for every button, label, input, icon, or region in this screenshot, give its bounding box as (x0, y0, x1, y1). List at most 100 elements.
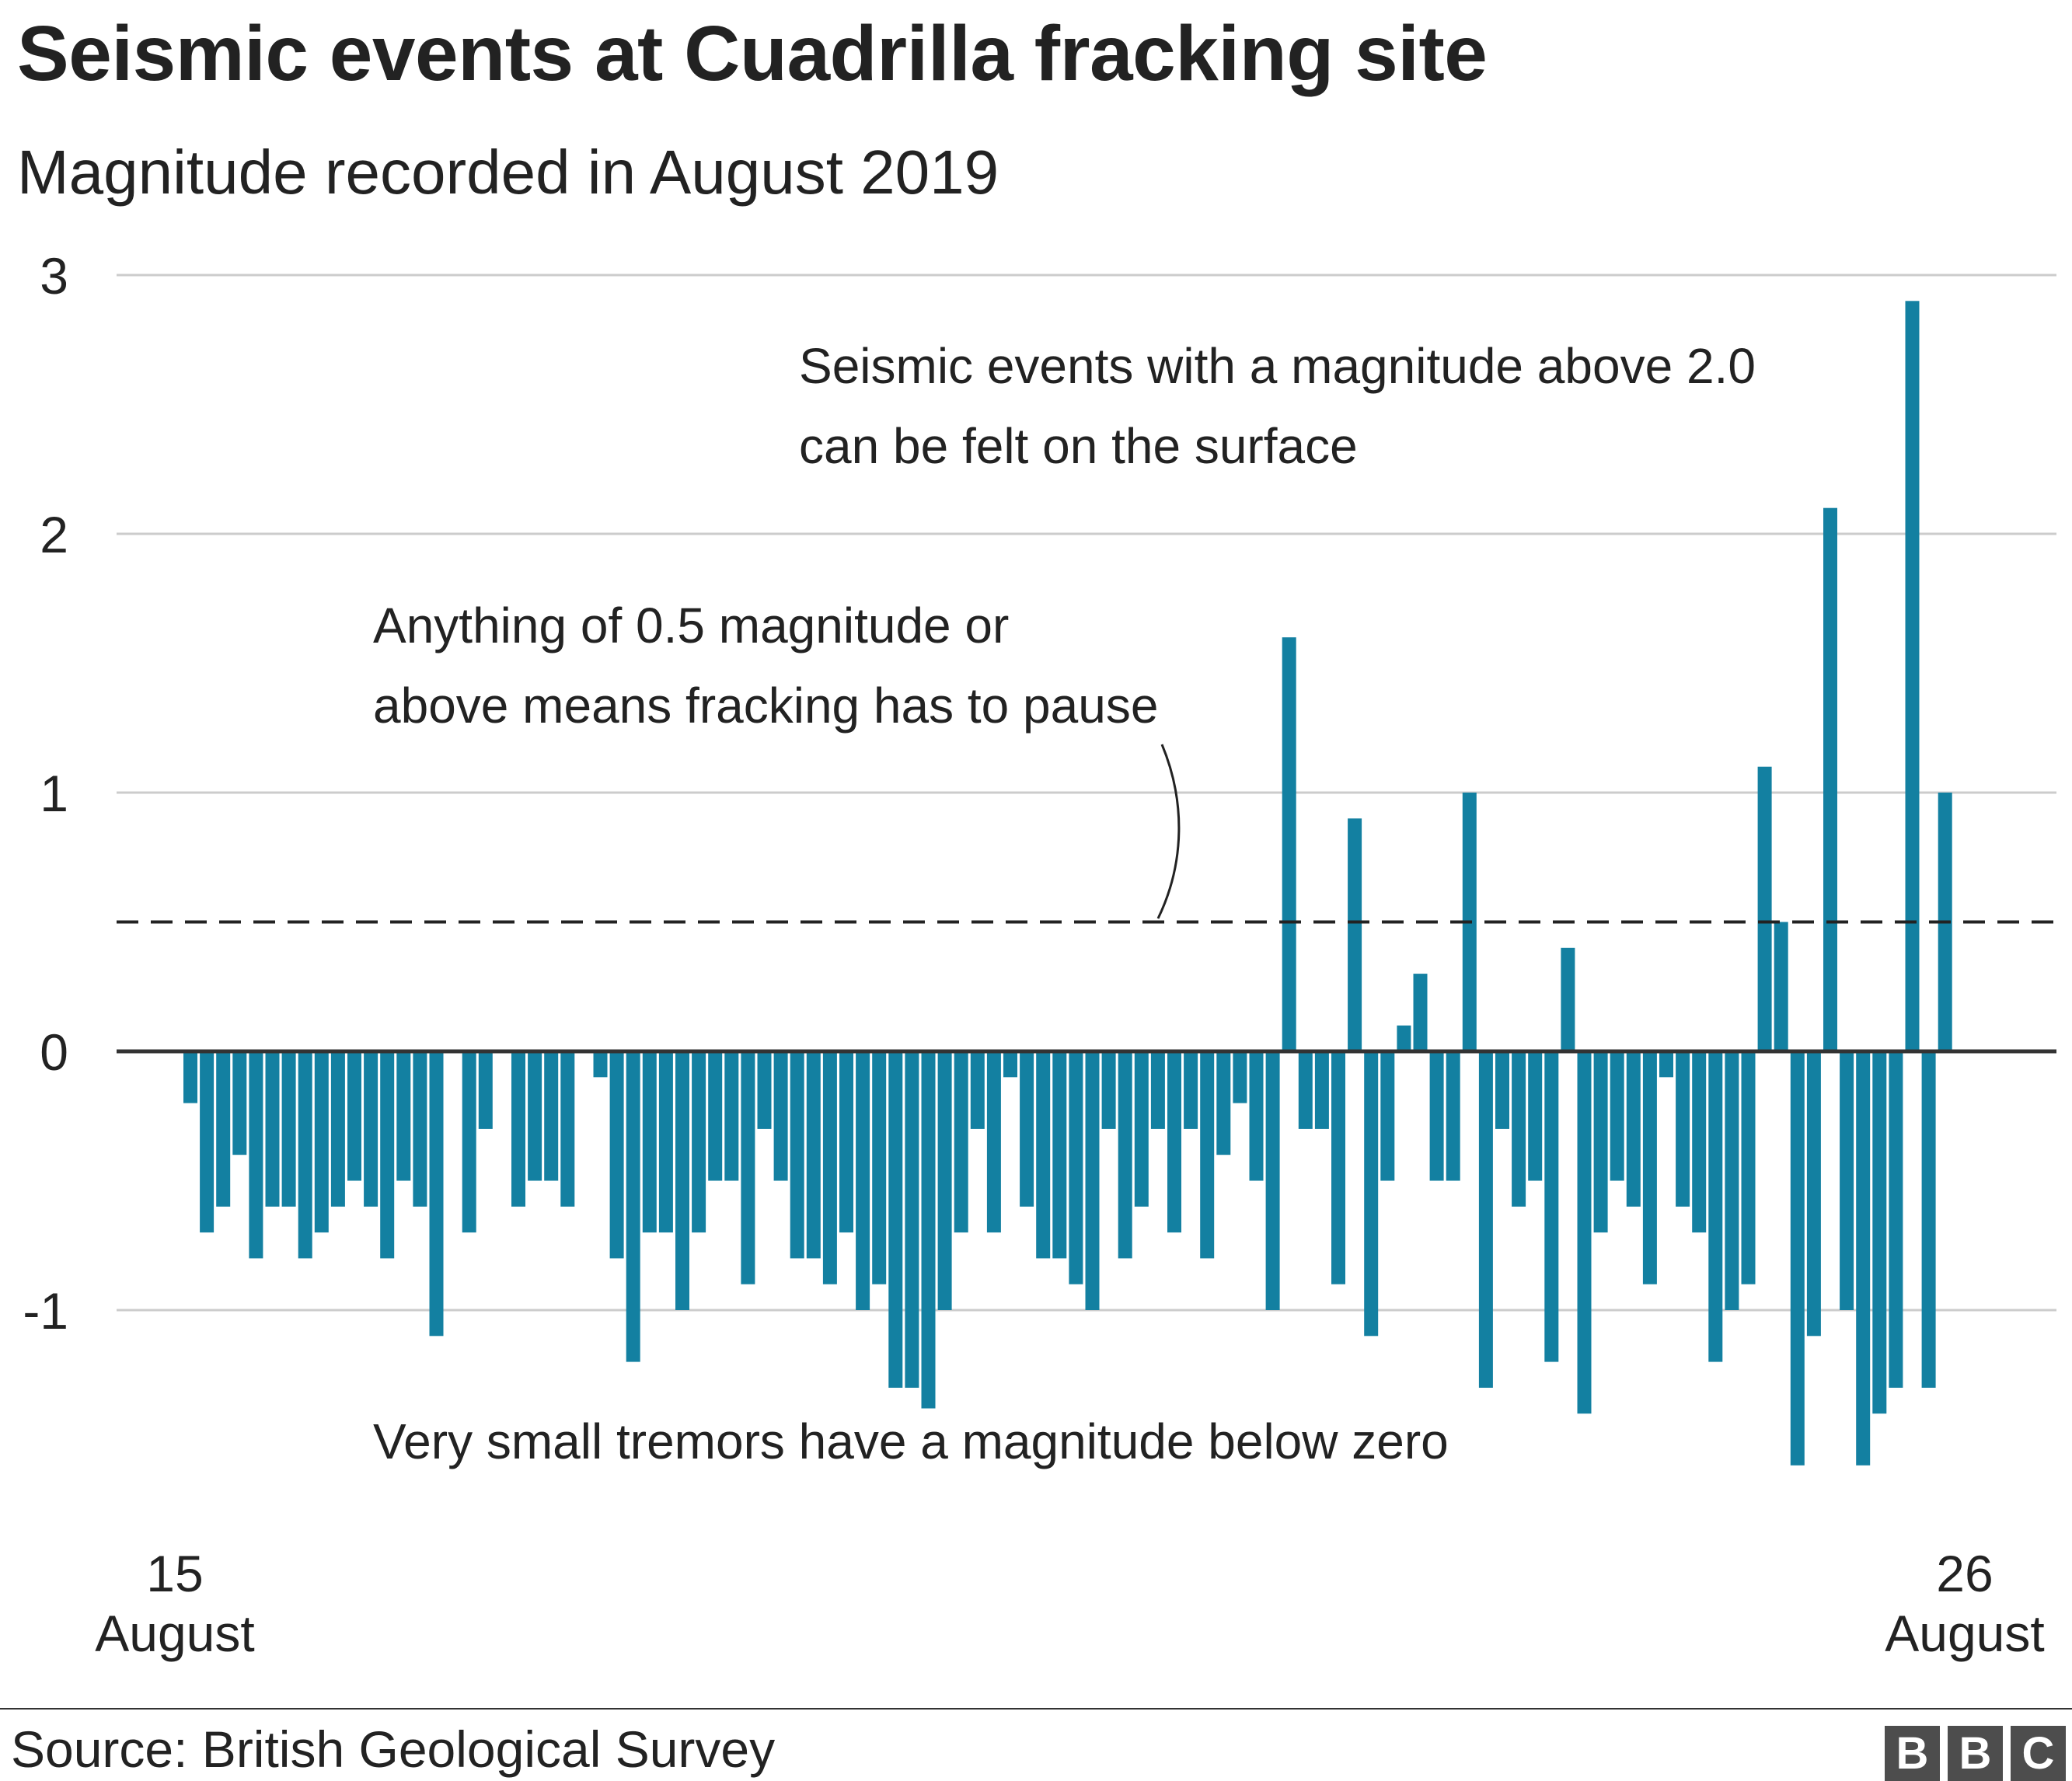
bar (1610, 1051, 1624, 1181)
bar (1741, 1051, 1756, 1284)
bar (232, 1051, 247, 1155)
bbc-logo-letter: B (1885, 1726, 1940, 1781)
bar (1413, 974, 1428, 1051)
bar (1314, 1051, 1329, 1129)
annotations: Seismic events with a magnitude above 2.… (373, 338, 1756, 1469)
bar (314, 1051, 329, 1233)
bar (1676, 1051, 1690, 1207)
threshold-layer (117, 744, 2056, 1054)
bar (856, 1051, 870, 1310)
bar (986, 1051, 1001, 1233)
bar (560, 1051, 575, 1207)
bar (724, 1051, 739, 1181)
bar (330, 1051, 345, 1207)
bar (1446, 1051, 1460, 1181)
bar (741, 1051, 755, 1284)
bar (1200, 1051, 1215, 1259)
bar (1282, 637, 1296, 1051)
bar (1101, 1051, 1116, 1129)
bar (1348, 818, 1362, 1051)
bar (281, 1051, 296, 1207)
bar (888, 1051, 903, 1388)
annotation-text: Anything of 0.5 magnitude or (373, 598, 1009, 653)
chart-title: Seismic events at Cuadrilla fracking sit… (17, 10, 1488, 97)
bar (1921, 1051, 1936, 1388)
bar (544, 1051, 559, 1181)
bar (806, 1051, 821, 1259)
bar (1085, 1051, 1100, 1310)
bar (822, 1051, 837, 1284)
bar (675, 1051, 689, 1310)
y-tick-label: 3 (40, 247, 68, 305)
x-tick-label-day: 26 (1936, 1545, 1993, 1602)
bar (429, 1051, 444, 1337)
bar (839, 1051, 853, 1233)
bar (347, 1051, 361, 1181)
footer-divider (0, 1708, 2072, 1710)
bar (1757, 766, 1772, 1051)
bar (1806, 1051, 1821, 1337)
bar (1626, 1051, 1641, 1207)
bbc-logo-letter: C (2011, 1726, 2066, 1781)
bar (1429, 1051, 1444, 1181)
bar (609, 1051, 624, 1259)
annotation-text: Very small tremors have a magnitude belo… (373, 1413, 1449, 1469)
bar (1167, 1051, 1181, 1233)
bbc-logo-letter: B (1948, 1726, 2003, 1781)
bar (364, 1051, 378, 1207)
bar (790, 1051, 804, 1259)
bar (1298, 1051, 1313, 1129)
bar (1512, 1051, 1526, 1207)
bar (626, 1051, 640, 1362)
bar (1397, 1025, 1411, 1051)
bar (937, 1051, 952, 1310)
bar (1593, 1051, 1608, 1233)
annotation-text: Seismic events with a magnitude above 2.… (799, 338, 1756, 394)
bar (298, 1051, 312, 1259)
bar (1528, 1051, 1543, 1181)
x-tick-label-month: August (1885, 1605, 2044, 1662)
x-tick-label-day: 15 (146, 1545, 203, 1602)
bar (462, 1051, 476, 1233)
annotation-text: can be felt on the surface (799, 418, 1358, 474)
bar (954, 1051, 968, 1233)
bar (528, 1051, 542, 1181)
bar (872, 1051, 887, 1284)
bar (1889, 1051, 1903, 1388)
bar (1233, 1051, 1247, 1103)
bar (1020, 1051, 1034, 1207)
bar (1872, 1051, 1887, 1414)
bar-series (183, 301, 1952, 1466)
bar (970, 1051, 985, 1129)
bar (1052, 1051, 1067, 1259)
bar (1150, 1051, 1165, 1129)
source-note: Source: British Geological Survey (11, 1720, 776, 1778)
bar (1823, 507, 1837, 1051)
bar (396, 1051, 411, 1181)
y-tick-label: 1 (40, 765, 68, 822)
bar (216, 1051, 231, 1207)
bar (1036, 1051, 1051, 1259)
bar (593, 1051, 608, 1078)
bar (478, 1051, 493, 1129)
bar (1134, 1051, 1149, 1207)
bar (708, 1051, 723, 1181)
bar (1708, 1051, 1723, 1362)
bar (1840, 1051, 1854, 1310)
bar (1561, 947, 1575, 1051)
bar (1544, 1051, 1559, 1362)
bar (265, 1051, 280, 1207)
bar (658, 1051, 673, 1233)
bar (1856, 1051, 1871, 1466)
bar (1905, 301, 1920, 1051)
bar (1364, 1051, 1379, 1337)
bar (921, 1051, 936, 1409)
bar (1184, 1051, 1198, 1129)
x-tick-label-month: August (95, 1605, 254, 1662)
bar (511, 1051, 525, 1207)
bar (1725, 1051, 1739, 1310)
bar (1249, 1051, 1264, 1181)
bar (1495, 1051, 1509, 1129)
